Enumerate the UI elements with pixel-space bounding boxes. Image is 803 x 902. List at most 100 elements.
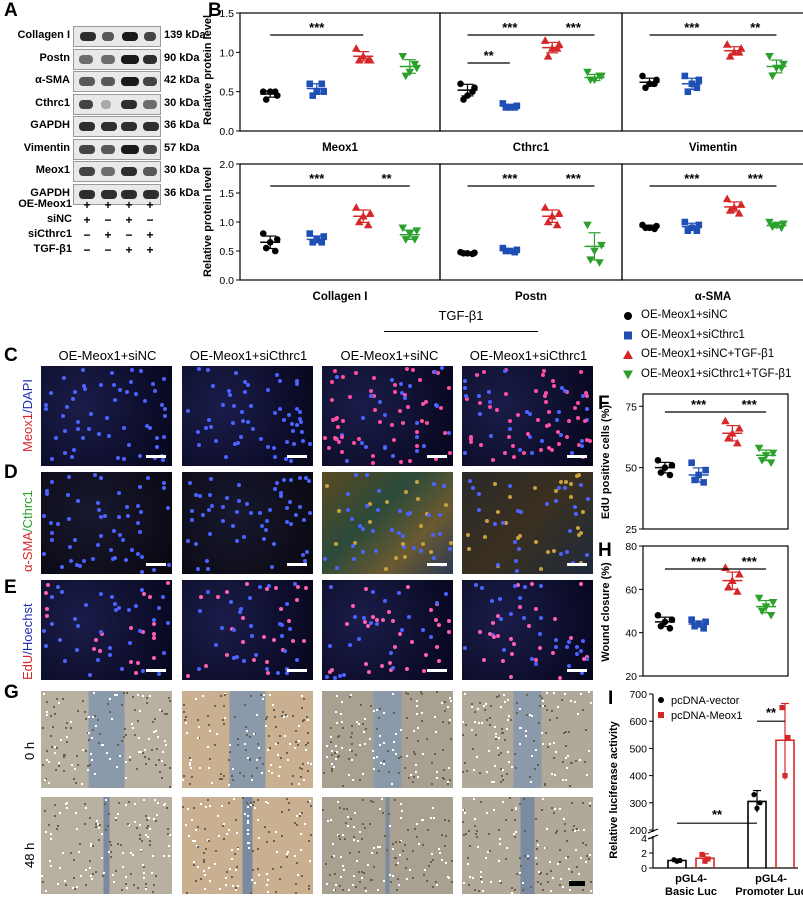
significance-label: ** bbox=[712, 807, 723, 822]
blot-band bbox=[101, 77, 115, 86]
scale-bar bbox=[287, 669, 307, 672]
row-label-e: EdU/Hoechst bbox=[20, 603, 35, 680]
data-point bbox=[721, 416, 730, 425]
micrograph bbox=[322, 580, 453, 680]
panel-letter-e: E bbox=[4, 577, 17, 598]
y-tick-label: 400 bbox=[629, 771, 647, 783]
data-point bbox=[658, 712, 664, 718]
data-point bbox=[543, 51, 553, 60]
column-label-4: OE-Meox1+siCthrc1 bbox=[469, 348, 588, 363]
data-point bbox=[668, 616, 676, 623]
condition-sign: + bbox=[104, 228, 112, 242]
data-point bbox=[754, 594, 764, 603]
blot-band bbox=[143, 77, 157, 86]
blot-band bbox=[143, 167, 157, 176]
data-point bbox=[642, 84, 649, 92]
blot-band bbox=[121, 122, 137, 131]
data-point bbox=[266, 239, 274, 246]
condition-sign: + bbox=[104, 198, 112, 212]
data-point bbox=[351, 203, 361, 211]
data-point bbox=[695, 76, 703, 84]
data-point bbox=[624, 331, 632, 340]
y-tick-label: 2.0 bbox=[219, 159, 234, 171]
row-label-c: Meox1/DAPI bbox=[20, 379, 35, 452]
blot-band bbox=[121, 77, 139, 86]
micrograph bbox=[462, 366, 593, 466]
blot-row-label: GAPDH bbox=[30, 119, 70, 131]
condition-sign: + bbox=[83, 213, 91, 227]
y-tick-label: 700 bbox=[629, 690, 647, 701]
data-point bbox=[469, 250, 476, 258]
data-point bbox=[779, 705, 785, 711]
wound-image bbox=[462, 797, 593, 894]
y-tick-label: 80 bbox=[625, 541, 637, 553]
y-axis-label: Relative protein level bbox=[202, 167, 214, 277]
y-tick-label: 4 bbox=[641, 833, 647, 845]
data-point bbox=[724, 433, 733, 442]
data-point bbox=[595, 259, 604, 267]
data-point bbox=[506, 104, 514, 111]
blot-kda-label: 90 kDa bbox=[164, 51, 200, 64]
significance-label: *** bbox=[748, 171, 764, 186]
scale-bar bbox=[567, 669, 587, 672]
data-point bbox=[259, 230, 267, 237]
y-tick-label: 75 bbox=[625, 401, 637, 413]
blot-band bbox=[102, 32, 114, 41]
data-point bbox=[684, 88, 692, 95]
y-tick-label: 1.5 bbox=[219, 188, 234, 200]
legend-markers bbox=[623, 312, 633, 380]
scale-bar bbox=[287, 563, 307, 566]
blot-band bbox=[121, 99, 137, 109]
blot-band bbox=[121, 189, 137, 199]
data-point bbox=[511, 248, 519, 256]
blot-band bbox=[101, 189, 117, 199]
wound-image bbox=[322, 797, 453, 894]
data-point bbox=[540, 203, 550, 211]
wound-row-label-0h: 0 h bbox=[22, 741, 37, 760]
micrograph bbox=[462, 472, 593, 574]
data-point bbox=[785, 734, 791, 741]
data-point bbox=[412, 227, 422, 235]
significance-label: *** bbox=[502, 171, 518, 186]
chart-frame bbox=[621, 163, 803, 281]
data-point bbox=[666, 471, 674, 479]
significance-label: ** bbox=[750, 20, 761, 35]
significance-label: *** bbox=[742, 554, 758, 569]
blot-strip bbox=[73, 93, 161, 115]
data-point bbox=[262, 244, 270, 252]
data-point bbox=[469, 88, 476, 95]
protein-level-charts: 0.00.51.01.5***Meox1***** ***Cthrc1*** **V… bbox=[202, 8, 803, 303]
condition-label: TGF-β1 bbox=[33, 243, 73, 255]
micrograph bbox=[182, 580, 313, 680]
data-point bbox=[657, 469, 665, 476]
x-axis-label: Collagen I bbox=[313, 291, 368, 303]
data-point bbox=[725, 51, 735, 60]
blot-row-label: GAPDH bbox=[30, 186, 70, 199]
data-point bbox=[651, 225, 658, 233]
data-point bbox=[410, 60, 420, 69]
blot-band bbox=[101, 144, 115, 154]
wound-image bbox=[41, 691, 172, 788]
chart-group: *** *** Postn bbox=[439, 163, 623, 303]
x-axis-label: Meox1 bbox=[322, 142, 358, 154]
y-tick-label: 25 bbox=[625, 524, 637, 536]
blot-strip bbox=[73, 71, 161, 92]
chart-group: *** **Vimentin bbox=[621, 12, 803, 154]
data-point bbox=[502, 104, 510, 111]
data-point bbox=[768, 72, 777, 81]
data-point bbox=[699, 851, 705, 858]
data-point bbox=[365, 209, 375, 217]
condition-label: OE-Meox1 bbox=[18, 198, 72, 210]
y-tick-label: 20 bbox=[625, 671, 637, 683]
data-point bbox=[728, 428, 737, 437]
x-category-label: pGL4- bbox=[675, 873, 707, 885]
data-point bbox=[688, 616, 695, 623]
data-point bbox=[657, 622, 665, 630]
data-point bbox=[729, 203, 739, 211]
blot-band bbox=[80, 32, 96, 41]
data-point bbox=[782, 773, 788, 779]
y-axis-label: Relative luciferase activity bbox=[608, 720, 620, 858]
x-axis-label: Postn bbox=[515, 291, 547, 303]
scale-bar bbox=[146, 455, 166, 458]
